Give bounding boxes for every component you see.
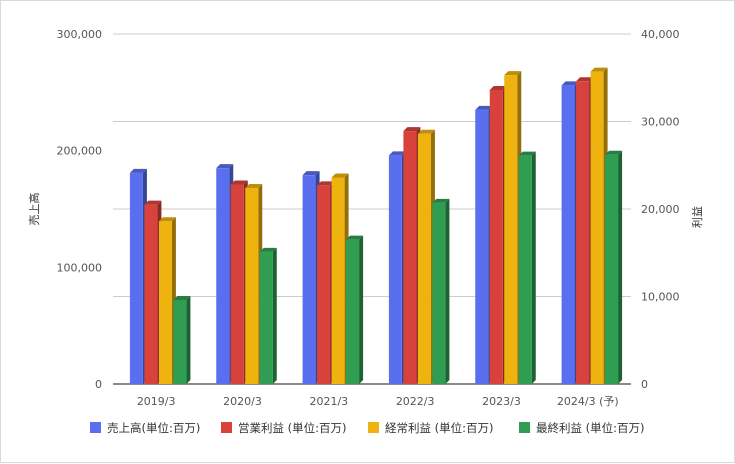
left-tick-label: 300,000 xyxy=(57,28,103,41)
legend: 売上高(単位:百万) 営業利益 (単位:百万) 経常利益 (単位:百万) 最終利益 (… xyxy=(90,421,645,435)
bar-2-3 xyxy=(417,129,435,384)
legend-swatch xyxy=(368,422,379,433)
bar-1-0 xyxy=(144,200,162,384)
bar-2-4 xyxy=(504,71,522,384)
bar-1-1 xyxy=(230,180,248,384)
legend-label: 売上高(単位:百万) xyxy=(107,421,200,435)
left-axis-ticks: 0 100,000 200,000 300,000 xyxy=(57,28,103,391)
right-axis-title: 利益 xyxy=(690,206,704,228)
bar-2-2 xyxy=(331,173,349,384)
x-tick-label: 2023/3 xyxy=(482,395,521,408)
right-tick-label: 30,000 xyxy=(641,116,680,129)
bar-2-5 xyxy=(590,67,608,384)
bars xyxy=(129,67,623,384)
bar-0-0 xyxy=(129,168,147,384)
right-axis-ticks: 0 10,000 20,000 30,000 40,000 xyxy=(641,28,680,391)
x-tick-label: 2021/3 xyxy=(309,395,348,408)
legend-item-1: 営業利益 (単位:百万) xyxy=(221,421,347,435)
x-tick-label: 2022/3 xyxy=(396,395,435,408)
left-axis-title: 売上高 xyxy=(27,193,41,226)
left-tick-label: 0 xyxy=(95,378,102,391)
right-tick-label: 0 xyxy=(641,378,648,391)
legend-swatch xyxy=(90,422,101,433)
bar-3-4 xyxy=(518,151,536,384)
bar-2-0 xyxy=(158,217,176,384)
right-tick-label: 20,000 xyxy=(641,203,680,216)
left-tick-label: 200,000 xyxy=(57,145,103,158)
bar-0-4 xyxy=(475,105,493,384)
right-tick-label: 10,000 xyxy=(641,291,680,304)
gridlines xyxy=(113,33,631,385)
bar-0-5 xyxy=(561,81,579,384)
bar-1-2 xyxy=(317,181,335,384)
bar-3-3 xyxy=(432,198,450,384)
bar-0-3 xyxy=(388,151,406,384)
legend-label: 最終利益 (単位:百万) xyxy=(536,421,645,435)
bar-0-2 xyxy=(302,171,320,384)
bar-3-1 xyxy=(259,247,277,384)
right-tick-label: 40,000 xyxy=(641,28,680,41)
legend-label: 営業利益 (単位:百万) xyxy=(238,421,347,435)
left-tick-label: 100,000 xyxy=(57,261,103,274)
bar-2-1 xyxy=(245,184,263,384)
bar-1-5 xyxy=(576,77,594,384)
bar-1-4 xyxy=(489,86,507,384)
x-tick-label: 2024/3 (予) xyxy=(557,395,619,408)
legend-swatch xyxy=(221,422,232,433)
x-tick-label: 2019/3 xyxy=(137,395,176,408)
x-axis-ticks: 2019/3 2020/3 2021/3 2022/3 2023/3 2024/3 (予) xyxy=(137,395,619,408)
bar-3-5 xyxy=(605,150,623,384)
legend-label: 経常利益 (単位:百万) xyxy=(385,421,494,435)
legend-item-0: 売上高(単位:百万) xyxy=(90,421,200,435)
legend-item-2: 経常利益 (単位:百万) xyxy=(368,421,494,435)
bar-1-3 xyxy=(403,127,421,384)
bar-3-0 xyxy=(173,296,191,384)
x-tick-label: 2020/3 xyxy=(223,395,262,408)
legend-swatch xyxy=(519,422,530,433)
legend-item-3: 最終利益 (単位:百万) xyxy=(519,421,645,435)
bar-0-1 xyxy=(216,164,234,384)
bar-3-2 xyxy=(346,235,364,384)
